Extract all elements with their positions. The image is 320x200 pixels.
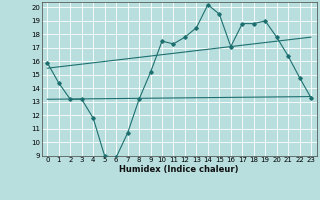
X-axis label: Humidex (Indice chaleur): Humidex (Indice chaleur) [119, 165, 239, 174]
